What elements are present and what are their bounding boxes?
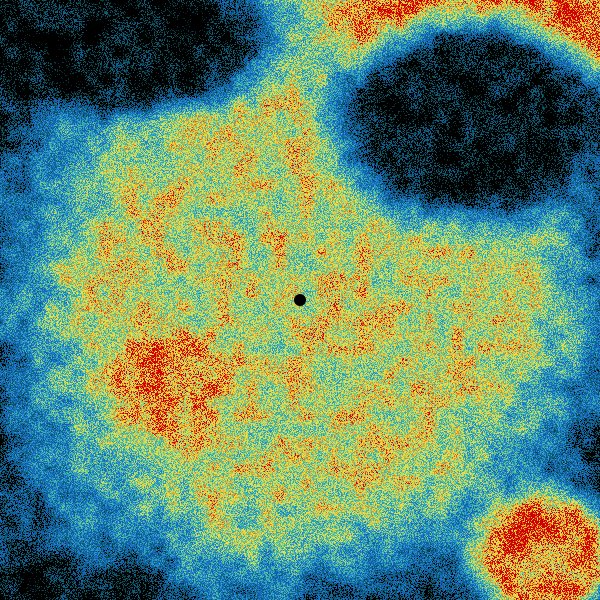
intensity-heatmap-canvas[interactable] xyxy=(0,0,600,600)
intensity-map-viewport: Radial Intensity Map Radial Intensity Ma… xyxy=(0,0,600,600)
